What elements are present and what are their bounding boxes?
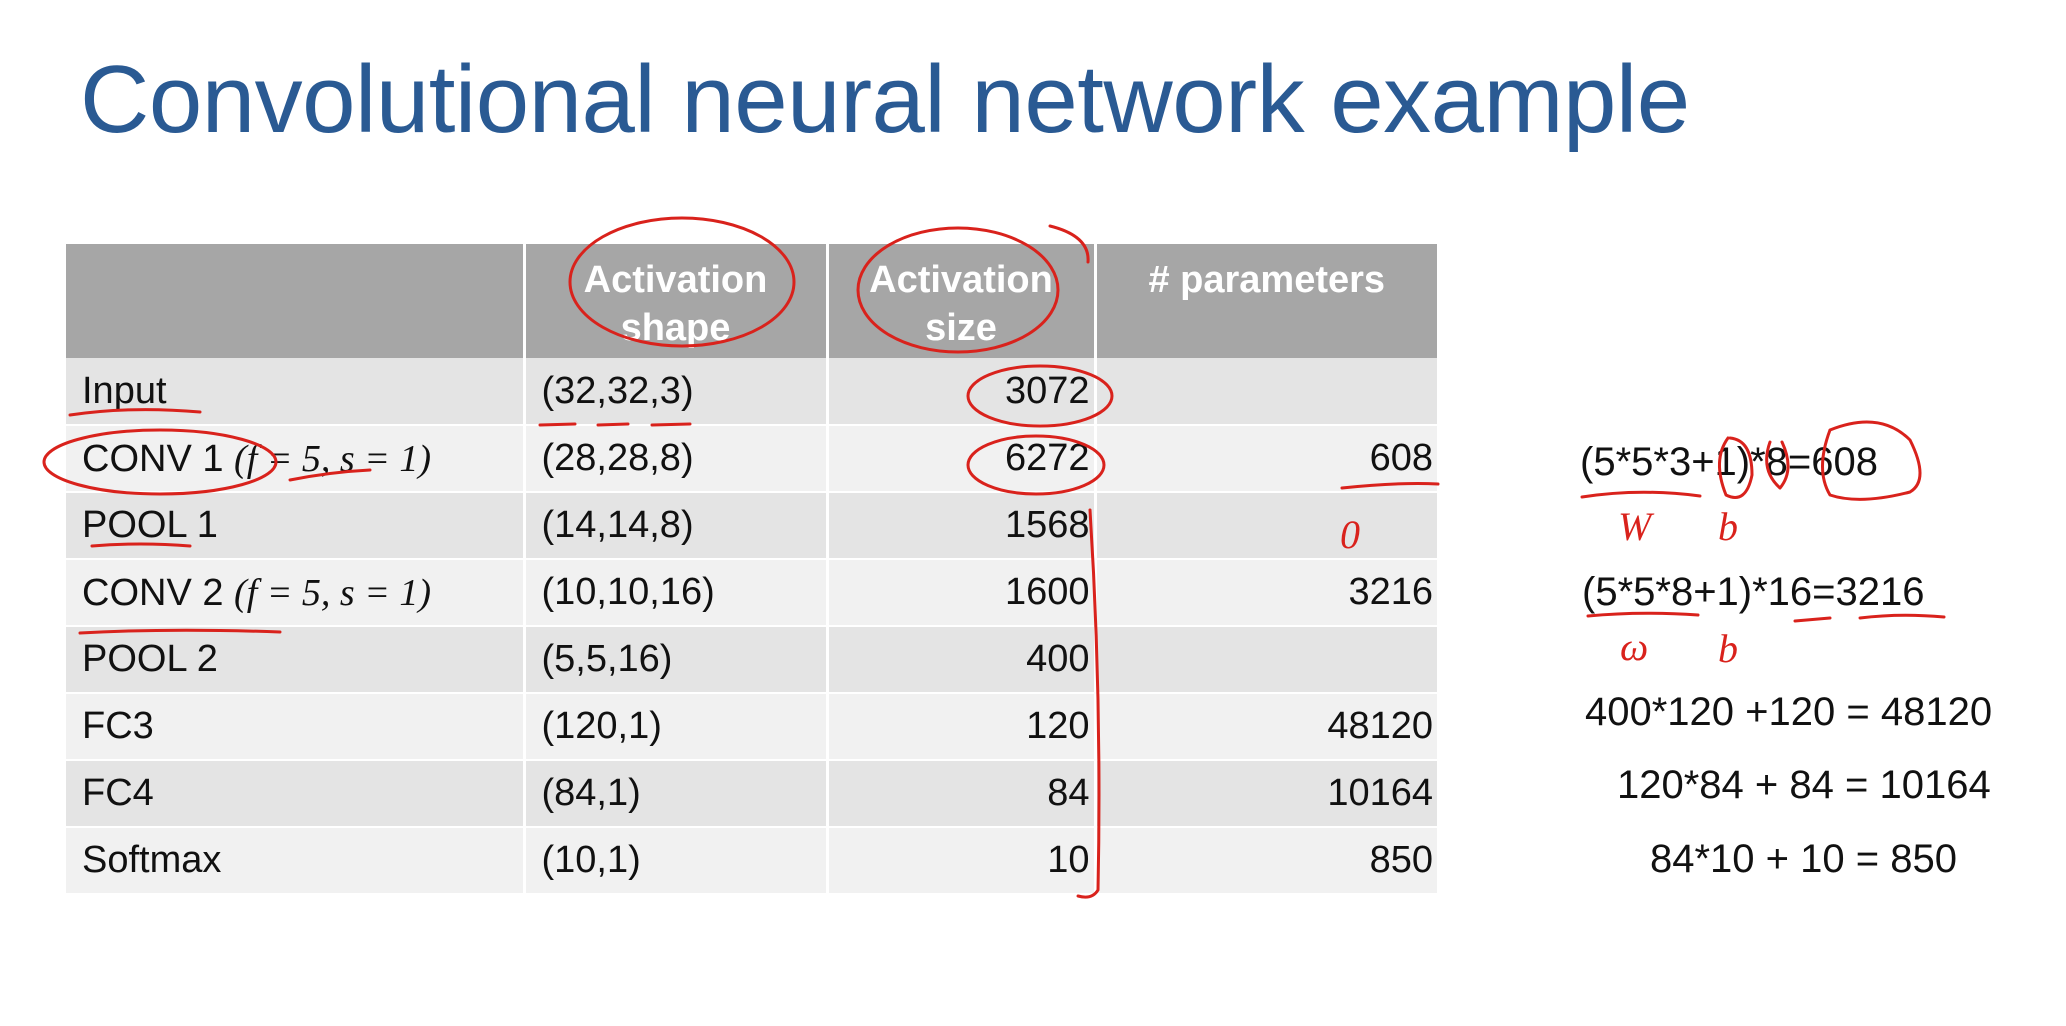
header-activation-shape: Activation shape (524, 244, 829, 358)
activation-size: 3072 (827, 358, 1097, 426)
activation-shape: (10,10,16) (524, 559, 829, 627)
table-row: Softmax (10,1) 10 850 (66, 827, 1437, 895)
activation-size: 6272 (827, 425, 1097, 493)
equation-conv1: (5*5*3+1)*8=608 (1580, 440, 1879, 484)
layer-name: FC4 (66, 760, 526, 828)
table-row: FC4 (84,1) 84 10164 (66, 760, 1437, 828)
layer-label: FC3 (82, 705, 154, 747)
activation-shape: (14,14,8) (524, 492, 829, 560)
activation-size: 10 (827, 827, 1097, 895)
underline-eq1-weights (1580, 490, 1702, 499)
activation-shape: (5,5,16) (524, 626, 829, 694)
parameter-count (1095, 626, 1437, 694)
layer-label: Input (82, 369, 167, 412)
layer-label: CONV 1 (82, 437, 224, 480)
activation-size: 1600 (827, 559, 1097, 627)
parameter-count (1095, 358, 1437, 426)
parameter-count: 850 (1095, 827, 1437, 895)
layer-hyperparams: (f = 5, s = 1) (234, 571, 431, 614)
handwritten-w1: W (1618, 504, 1655, 549)
layer-label: FC4 (82, 772, 154, 814)
header-layer (66, 244, 526, 358)
layer-name: Input (66, 358, 526, 426)
parameter-count: 48120 (1095, 693, 1437, 761)
equation-conv2: (5*5*8+1)*16=3216 (1582, 570, 1925, 614)
underline-eq2-3216 (1858, 613, 1946, 620)
table-row: POOL 1 (14,14,8) 1568 (66, 492, 1437, 560)
table-row: Input (32,32,3) 3072 (66, 358, 1437, 426)
layer-label: Softmax (82, 839, 222, 881)
table-row: FC3 (120,1) 120 48120 (66, 693, 1437, 761)
activation-shape: (32,32,3) (524, 358, 829, 426)
activation-size: 84 (827, 760, 1097, 828)
layer-label: CONV 2 (82, 571, 224, 614)
activation-shape: (28,28,8) (524, 425, 829, 493)
activation-shape: (120,1) (524, 693, 829, 761)
handwritten-b1: b (1718, 504, 1738, 549)
cnn-layer-table: Activation shape Activation size # param… (66, 244, 1437, 895)
equation-fc3: 400*120 +120 = 48120 (1585, 690, 1993, 734)
activation-size: 1568 (827, 492, 1097, 560)
table-header-row: Activation shape Activation size # param… (66, 244, 1437, 358)
activation-shape: (84,1) (524, 760, 829, 828)
parameter-count: 3216 (1095, 559, 1437, 627)
header-parameters: # parameters (1095, 244, 1437, 358)
parameter-count: 10164 (1095, 760, 1437, 828)
layer-name: CONV 1 (f = 5, s = 1) (66, 425, 526, 493)
layer-name: Softmax (66, 827, 526, 895)
layer-name: POOL 2 (66, 626, 526, 694)
parameter-count (1095, 492, 1437, 560)
handwritten-b2: b (1718, 626, 1738, 671)
layer-label: POOL 1 (82, 504, 218, 546)
equation-softmax: 84*10 + 10 = 850 (1650, 837, 1957, 881)
underline-eq2-16 (1793, 616, 1832, 623)
layer-name: FC3 (66, 693, 526, 761)
parameter-count: 608 (1095, 425, 1437, 493)
layer-label: POOL 2 (82, 638, 218, 680)
activation-size: 400 (827, 626, 1097, 694)
table-row: CONV 2 (f = 5, s = 1) (10,10,16) 1600 32… (66, 559, 1437, 627)
table-row: CONV 1 (f = 5, s = 1) (28,28,8) 6272 608 (66, 425, 1437, 493)
layer-name: CONV 2 (f = 5, s = 1) (66, 559, 526, 627)
layer-name: POOL 1 (66, 492, 526, 560)
layer-hyperparams: (f = 5, s = 1) (234, 437, 431, 480)
table-row: POOL 2 (5,5,16) 400 (66, 626, 1437, 694)
slide-title: Convolutional neural network example (80, 46, 1690, 153)
equation-fc4: 120*84 + 84 = 10164 (1617, 763, 1991, 807)
activation-shape: (10,1) (524, 827, 829, 895)
handwritten-w2: ω (1620, 624, 1648, 669)
header-activation-size: Activation size (827, 244, 1097, 358)
activation-size: 120 (827, 693, 1097, 761)
